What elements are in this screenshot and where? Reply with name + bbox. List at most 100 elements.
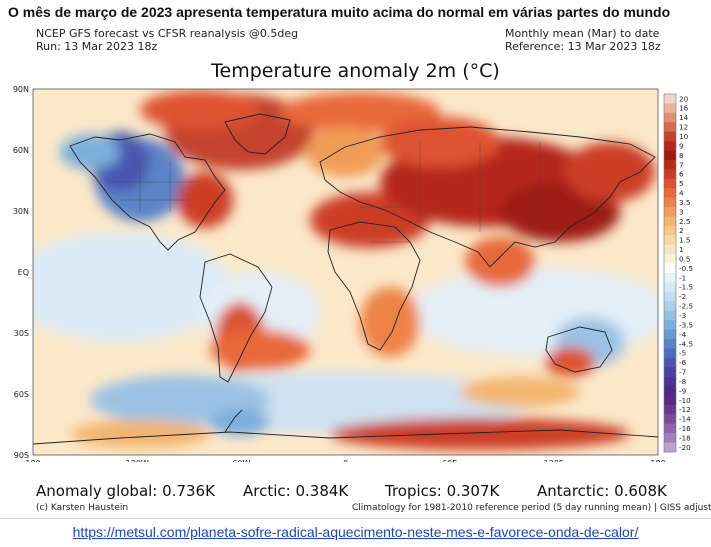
colorbar-swatch	[664, 423, 676, 434]
latitude-labels: 90N 60N 30N EQ 30S 60S 90S	[13, 85, 29, 460]
reference-time: Reference: 13 Mar 2023 18z	[505, 40, 661, 53]
colorbar-swatch	[664, 367, 676, 377]
colorbar-swatch	[664, 159, 676, 170]
colorbar-label: -18	[679, 433, 691, 442]
lat-label: EQ	[18, 268, 29, 277]
colorbar-swatch	[664, 263, 676, 274]
colorbar-label: 0.5	[679, 254, 690, 263]
lat-label: 90S	[14, 451, 29, 460]
anomaly-blobs	[33, 90, 658, 450]
colorbar-label: -16	[679, 424, 691, 433]
colorbar-swatch	[664, 141, 676, 151]
colorbar-label: -4.5	[679, 339, 693, 348]
colorbar-label: -4	[679, 330, 687, 339]
colorbar-swatch	[664, 207, 676, 217]
colorbar-swatch	[664, 197, 676, 208]
colorbar-swatch	[664, 244, 676, 255]
headline: O mês de março de 2023 apresenta tempera…	[8, 4, 671, 20]
colorbar-label: -3.5	[679, 320, 693, 329]
colorbar-swatch	[664, 357, 676, 368]
model-description: NCEP GFS forecast vs CFSR reanalysis @0.…	[36, 27, 299, 40]
colorbar-swatch	[664, 282, 676, 293]
lon-label: 120E	[544, 459, 564, 462]
lon-label: 180	[25, 459, 40, 462]
colorbar-label: -1.5	[679, 283, 693, 292]
colorbar-label: 12	[679, 123, 688, 132]
colorbar-swatch	[664, 433, 676, 443]
stat-global: Anomaly global: 0.736K	[36, 482, 215, 500]
lon-label: 0	[343, 459, 348, 462]
colorbar-label: 9	[679, 141, 684, 150]
colorbar-label: -5	[679, 349, 686, 358]
map-field	[33, 89, 658, 455]
colorbar-swatch	[664, 103, 676, 114]
stat-antarctic-value: 0.608K	[614, 482, 667, 500]
colorbar-label: 1	[679, 245, 684, 254]
credit: (c) Karsten Haustein	[36, 503, 129, 513]
colorbar-label: 7	[679, 160, 684, 169]
colorbar-label: 4	[679, 189, 684, 198]
stat-global-value: 0.736K	[162, 482, 215, 500]
climatology-note: Climatology for 1981-2010 reference peri…	[352, 503, 711, 513]
colorbar-swatch	[664, 301, 676, 311]
colorbar-label: -14	[679, 415, 691, 424]
colorbar-swatch	[664, 235, 676, 246]
colorbar-swatch	[664, 178, 676, 189]
colorbar-label: -7	[679, 368, 686, 377]
colorbar-swatch	[664, 225, 676, 236]
colorbar-label: 3	[679, 207, 684, 216]
colorbar-label: 20	[679, 94, 689, 103]
colorbar-swatch	[664, 329, 676, 340]
colorbar-swatch	[664, 122, 676, 132]
stat-tropics: Tropics: 0.307K	[385, 482, 500, 500]
lon-label: 180	[650, 459, 665, 462]
colorbar-swatch	[664, 320, 676, 330]
colorbar-swatch	[664, 254, 676, 264]
colorbar-label: 14	[679, 113, 689, 122]
colorbar-swatch	[664, 348, 676, 359]
colorbar-swatch	[664, 94, 676, 104]
colorbar-swatch	[664, 131, 676, 142]
longitude-labels: 180 120W 60W 0 60E 120E 180	[25, 459, 665, 462]
colorbar-label: -10	[679, 396, 691, 405]
stat-arctic: Arctic: 0.384K	[243, 482, 349, 500]
colorbar-swatch	[664, 442, 676, 453]
colorbar-label: -12	[679, 405, 691, 414]
colorbar-label: -8	[679, 377, 687, 386]
colorbar-swatch	[664, 291, 676, 302]
source-link[interactable]: https://metsul.com/planeta-sofre-radical…	[72, 524, 639, 540]
lat-label: 90N	[13, 85, 29, 94]
colorbar-label: -0.5	[679, 264, 693, 273]
colorbar-label: -2.5	[679, 302, 693, 311]
coastlines	[33, 113, 658, 445]
colorbar: 20161412109876543.532.521.510.5-0.5-1-1.…	[663, 93, 693, 453]
colorbar-label: 3.5	[679, 198, 690, 207]
colorbar-label: 2.5	[679, 217, 690, 226]
run-time: Run: 13 Mar 2023 18z	[36, 40, 158, 53]
colorbar-label: -9	[679, 386, 687, 395]
lon-label: 60E	[442, 459, 457, 462]
lon-label: 120W	[126, 459, 149, 462]
colorbar-label: 2	[679, 226, 684, 235]
colorbar-swatch	[664, 338, 676, 349]
colorbar-swatch	[664, 169, 676, 180]
stat-tropics-value: 0.307K	[446, 482, 500, 500]
header-left: NCEP GFS forecast vs CFSR reanalysis @0.…	[36, 27, 298, 53]
colorbar-label: -6	[679, 358, 687, 367]
colorbar-swatch	[664, 150, 676, 161]
colorbar-label: 1.5	[679, 236, 690, 245]
borders	[110, 142, 541, 243]
colorbar-swatch	[664, 310, 676, 321]
colorbar-swatch	[664, 216, 676, 227]
lat-label: 30S	[14, 329, 29, 338]
colorbar-swatch	[664, 188, 676, 198]
colorbar-swatch	[664, 273, 676, 283]
colorbar-label: -2	[679, 292, 686, 301]
lat-label: 60S	[14, 390, 29, 399]
stat-antarctic: Antarctic: 0.608K	[537, 482, 667, 500]
map-title: Temperature anomaly 2m (°C)	[211, 60, 500, 82]
lat-label: 60N	[13, 146, 29, 155]
colorbar-label: 10	[679, 132, 689, 141]
header-right: Monthly mean (Mar) to date Reference: 13…	[505, 27, 661, 53]
